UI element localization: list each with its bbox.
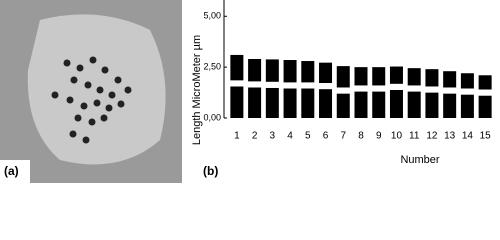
bar-segment (460, 88, 474, 95)
bar-segment (407, 68, 421, 86)
bar-segment (372, 67, 386, 86)
bar-segment (389, 66, 403, 84)
panel-label: (a) (4, 164, 19, 178)
bar-segment (301, 61, 315, 83)
figure: (a) Length MicroMeter µm Number (b) 0,00… (0, 0, 492, 183)
x-tick-label: 11 (409, 131, 420, 142)
bar-segment (354, 85, 368, 92)
chromosome-dots (51, 56, 132, 144)
bar-segment (319, 83, 333, 90)
x-tick-label: 7 (340, 131, 346, 142)
x-tick-label: 13 (444, 131, 456, 142)
bar-segment (354, 67, 368, 86)
bar-segment (425, 69, 439, 87)
bar-segment (372, 85, 386, 92)
x-tick-label: 2 (252, 131, 258, 142)
y-axis-title: Length MicroMeter µm (191, 35, 203, 145)
x-tick-label: 12 (426, 131, 438, 142)
y-tick-label: 2,50 (203, 62, 221, 72)
y-tick-label: 5,00 (203, 11, 221, 21)
bar-segment (248, 59, 262, 82)
bar-segment (407, 85, 421, 92)
bar-segment (425, 86, 439, 93)
bar-segment (248, 87, 262, 118)
x-tick-label: 6 (323, 131, 329, 142)
bar-segment (265, 81, 279, 88)
bar-segment (301, 82, 315, 89)
bar-segment (389, 83, 403, 90)
bar-segment (248, 81, 262, 88)
bar-segment (478, 89, 492, 96)
bar-segment (425, 92, 439, 118)
bar-segment (336, 93, 350, 118)
x-tick-label: 8 (358, 131, 364, 142)
bar-segment (478, 95, 492, 118)
bar-segment (354, 91, 368, 118)
bar-segment (443, 93, 457, 118)
bar-segment (443, 87, 457, 94)
bar-segment (230, 86, 244, 118)
bar-segment (460, 94, 474, 118)
bar-segment (478, 75, 492, 90)
bar-segment (389, 89, 403, 118)
bar-segment (283, 60, 297, 83)
bar-segment (283, 82, 297, 89)
x-axis-title: Number (400, 154, 439, 166)
x-tick-label: 9 (376, 131, 382, 142)
page: (a) Length MicroMeter µm Number (b) 0,00… (0, 0, 492, 183)
x-tick-label: 3 (270, 131, 276, 142)
bar-segment (443, 71, 457, 88)
x-tick-label: 5 (305, 131, 311, 142)
x-tick-label: 10 (391, 131, 403, 142)
x-tick-label: 15 (480, 131, 492, 142)
bar-segment (460, 73, 474, 89)
panel-label: (b) (203, 164, 218, 178)
bar-segment (265, 87, 279, 118)
bar-segment (407, 91, 421, 118)
label-background (0, 160, 30, 183)
bar-segment (283, 88, 297, 118)
y-tick-label: 0,00 (203, 112, 221, 122)
bar-segment (319, 62, 333, 84)
x-tick-label: 1 (234, 131, 240, 142)
micrograph: (a) (0, 0, 182, 183)
bar-segment (319, 89, 333, 118)
bar-segment (230, 80, 244, 87)
bar-segment (265, 59, 279, 82)
x-tick-label: 14 (462, 131, 474, 142)
x-tick-label: 4 (287, 131, 293, 142)
bar-segment (336, 87, 350, 94)
bar-segment (336, 66, 350, 88)
bar-segment (301, 88, 315, 118)
bar-segment (372, 91, 386, 118)
bar-segment (230, 54, 244, 81)
